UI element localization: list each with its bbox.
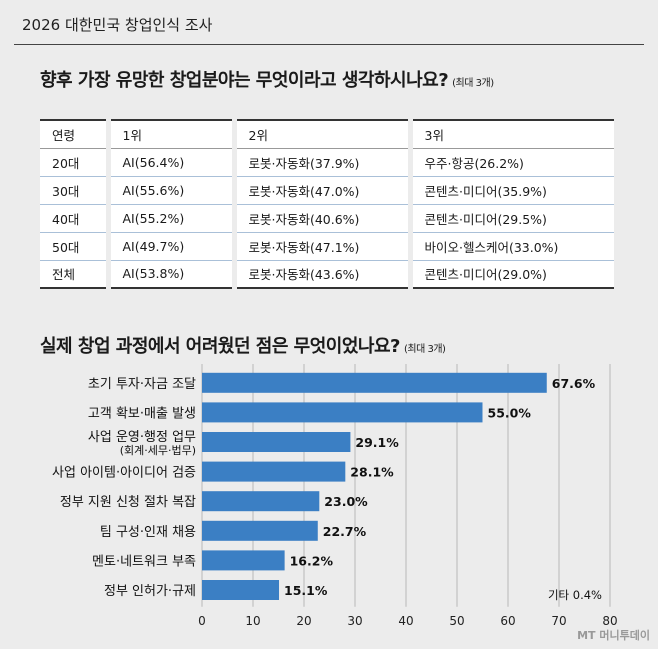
category-sublabel: (회계·세무·법무) <box>120 444 196 457</box>
row-rank-1: AI(56.4%) <box>105 148 234 177</box>
bar <box>202 432 351 452</box>
x-tick-label: 80 <box>602 614 617 628</box>
category-label: 팀 구성·인재 채용 <box>100 525 196 540</box>
bar-value-label: 16.2% <box>290 553 334 568</box>
bar <box>202 580 280 600</box>
bar <box>202 372 547 393</box>
bar-value-label: 22.7% <box>323 524 367 539</box>
table-row: 20대 AI(56.4%) 로봇·자동화(37.9%) 우주·항공(26.2%) <box>40 148 614 177</box>
rank-table-grid: 연령 1위 2위 3위 20대 AI(56.4%) 로봇·자동화(37.9%) … <box>40 119 614 289</box>
question-1-title: 향후 가장 유망한 창업분야는 무엇이라고 생각하시나요? (최대 3개) <box>40 66 494 92</box>
x-tick-label: 40 <box>398 614 413 628</box>
question-2-title: 실제 창업 과정에서 어려웠던 점은 무엇이었나요? (최대 3개) <box>40 332 446 358</box>
category-label: 사업 아이템·아이디어 검증 <box>52 466 196 481</box>
x-tick-label: 70 <box>551 614 566 628</box>
row-rank-1: AI(55.2%) <box>105 204 234 233</box>
row-age: 50대 <box>40 232 108 261</box>
x-tick-label: 0 <box>198 614 206 628</box>
bar <box>202 550 285 571</box>
row-age: 20대 <box>40 148 108 177</box>
other-annotation: 기타 0.4% <box>548 588 602 602</box>
row-rank-3: 우주·항공(26.2%) <box>407 148 614 177</box>
table-row: 30대 AI(55.6%) 로봇·자동화(47.0%) 콘텐츠·미디어(35.9… <box>40 176 614 205</box>
table-header-row: 연령 1위 2위 3위 <box>40 119 614 149</box>
table-row-total: 전체 AI(53.8%) 로봇·자동화(43.6%) 콘텐츠·미디어(29.0%… <box>40 260 614 289</box>
category-label: 정부 인허가·규제 <box>104 584 196 599</box>
bar-value-label: 29.1% <box>355 435 399 450</box>
row-rank-2: 로봇·자동화(47.0%) <box>231 176 410 205</box>
bar-value-label: 23.0% <box>324 494 368 509</box>
table-row: 40대 AI(55.2%) 로봇·자동화(40.6%) 콘텐츠·미디어(29.5… <box>40 204 614 233</box>
row-rank-2: 로봇·자동화(47.1%) <box>231 232 410 261</box>
difficulty-bar-chart: 0 10 20 30 40 50 60 70 80 67.6% 초기 투자·자금 조달 55.0% 고객… <box>52 364 618 628</box>
header-rank-1: 1위 <box>105 119 234 149</box>
bar-value-label: 55.0% <box>488 405 532 420</box>
header-rank-3: 3위 <box>407 119 614 149</box>
row-rank-1: AI(49.7%) <box>105 232 234 261</box>
bar <box>202 461 346 482</box>
row-rank-1: AI(53.8%) <box>105 260 234 289</box>
row-rank-2: 로봇·자동화(37.9%) <box>231 148 410 177</box>
category-label: 초기 투자·자금 조달 <box>88 377 196 392</box>
x-tick-label: 10 <box>245 614 260 628</box>
bar-value-label: 67.6% <box>552 376 596 391</box>
question-2-note: (최대 3개) <box>403 344 446 355</box>
x-tick-label: 30 <box>347 614 362 628</box>
bar-value-label: 28.1% <box>350 465 394 480</box>
table-row: 50대 AI(49.7%) 로봇·자동화(47.1%) 바이오·헬스케어(33.… <box>40 232 614 261</box>
row-rank-2: 로봇·자동화(40.6%) <box>231 204 410 233</box>
row-rank-3: 바이오·헬스케어(33.0%) <box>407 232 614 261</box>
row-rank-2: 로봇·자동화(43.6%) <box>231 260 410 289</box>
x-tick-label: 60 <box>500 614 515 628</box>
bar-value-label: 15.1% <box>284 583 328 598</box>
row-age: 전체 <box>40 260 108 289</box>
row-rank-3: 콘텐츠·미디어(35.9%) <box>407 176 614 205</box>
bar <box>202 402 483 423</box>
title-divider <box>14 44 644 45</box>
header-rank-2: 2위 <box>231 119 410 149</box>
row-rank-1: AI(55.6%) <box>105 176 234 205</box>
row-rank-3: 콘텐츠·미디어(29.0%) <box>407 260 614 289</box>
rank-table: 연령 1위 2위 3위 20대 AI(56.4%) 로봇·자동화(37.9%) … <box>40 119 614 289</box>
question-2-text: 실제 창업 과정에서 어려웠던 점은 무엇이었나요? <box>40 336 400 357</box>
category-label: 고객 확보·매출 발생 <box>88 406 196 421</box>
question-1-text: 향후 가장 유망한 창업분야는 무엇이라고 생각하시나요? <box>40 70 449 91</box>
question-1-note: (최대 3개) <box>452 78 494 89</box>
bar <box>202 520 318 541</box>
source-credit: MT 머니투데이 <box>577 629 650 642</box>
category-label: 정부 지원 신청 절차 복잡 <box>60 495 196 510</box>
x-tick-label: 20 <box>296 614 311 628</box>
x-tick-label: 50 <box>449 614 464 628</box>
category-label: 멘토·네트워크 부족 <box>92 554 196 569</box>
row-age: 30대 <box>40 176 108 205</box>
bar <box>202 491 320 512</box>
row-rank-3: 콘텐츠·미디어(29.5%) <box>407 204 614 233</box>
header-age: 연령 <box>40 119 108 149</box>
category-label: 사업 운영·행정 업무 <box>88 429 196 445</box>
page-title: 2026 대한민국 창업인식 조사 <box>22 16 213 34</box>
row-age: 40대 <box>40 204 108 233</box>
